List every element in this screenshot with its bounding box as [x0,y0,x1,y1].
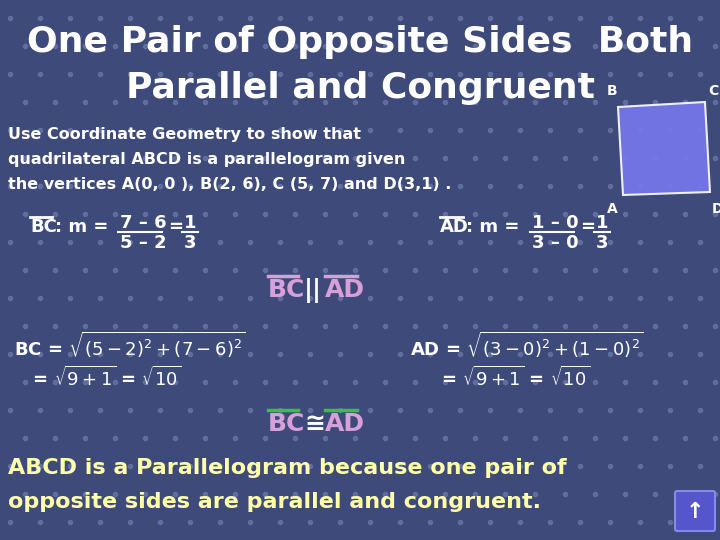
Text: : m =: : m = [55,218,109,236]
Text: 3: 3 [596,234,608,252]
Text: 1 – 0: 1 – 0 [532,214,579,232]
Text: =: = [580,218,595,236]
Text: 1: 1 [596,214,608,232]
Text: ||: || [304,278,322,303]
Text: BC: BC [268,412,305,436]
Text: 7 – 6: 7 – 6 [120,214,166,232]
Text: opposite sides are parallel and congruent.: opposite sides are parallel and congruen… [8,492,541,512]
Text: BC = $\sqrt{(5 - 2)^2 + (7 - 6)^2}$: BC = $\sqrt{(5 - 2)^2 + (7 - 6)^2}$ [14,330,246,360]
Text: = $\sqrt{9 + 1}$ = $\sqrt{10}$: = $\sqrt{9 + 1}$ = $\sqrt{10}$ [410,366,590,390]
Text: AD: AD [325,278,365,302]
Text: B: B [607,84,618,98]
Text: quadrilateral ABCD is a parallelogram given: quadrilateral ABCD is a parallelogram gi… [8,152,405,167]
Text: Parallel and Congruent: Parallel and Congruent [125,71,595,105]
Text: =: = [168,218,183,236]
FancyBboxPatch shape [675,491,715,531]
Text: BC: BC [268,278,305,302]
Polygon shape [618,102,710,195]
Text: = $\sqrt{9 + 1}$ = $\sqrt{10}$: = $\sqrt{9 + 1}$ = $\sqrt{10}$ [14,366,181,390]
Text: 5 – 2: 5 – 2 [120,234,166,252]
Text: ≅: ≅ [304,412,325,436]
Text: 3 – 0: 3 – 0 [532,234,579,252]
Text: D: D [712,202,720,216]
Text: A: A [607,202,618,216]
Text: AD: AD [440,218,469,236]
Text: 1: 1 [184,214,197,232]
Text: BC: BC [30,218,57,236]
Text: ABCD is a Parallelogram because one pair of: ABCD is a Parallelogram because one pair… [8,458,567,478]
Text: AD: AD [325,412,365,436]
Text: ↑: ↑ [685,502,704,522]
Text: the vertices A(0, 0 ), B(2, 6), C (5, 7) and D(3,1) .: the vertices A(0, 0 ), B(2, 6), C (5, 7)… [8,177,451,192]
Text: Use Coordinate Geometry to show that: Use Coordinate Geometry to show that [8,127,361,142]
Text: : m =: : m = [466,218,519,236]
Text: One Pair of Opposite Sides  Both: One Pair of Opposite Sides Both [27,25,693,59]
Text: C: C [708,84,719,98]
Text: 3: 3 [184,234,197,252]
Text: AD = $\sqrt{(3 - 0)^2 + (1 - 0)^2}$: AD = $\sqrt{(3 - 0)^2 + (1 - 0)^2}$ [410,330,644,360]
